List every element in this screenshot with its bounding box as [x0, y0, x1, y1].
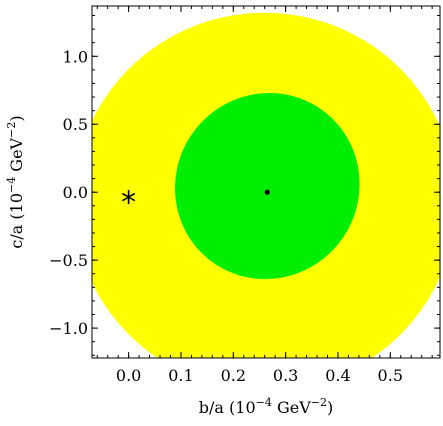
y-axis-label-unit: GeV — [7, 137, 26, 176]
x-tick-label: 0.4 — [325, 366, 350, 385]
y-tick-label: −1.0 — [49, 319, 88, 338]
region-inner — [175, 93, 360, 280]
x-axis-label-exp: −4 — [256, 396, 272, 409]
axis-ticks — [92, 6, 440, 358]
reference-asterisk: * — [121, 185, 136, 220]
y-tick-label: 0.5 — [63, 115, 88, 134]
y-axis-label-close: ) — [7, 115, 26, 121]
y-axis-label-base: c/a (10 — [7, 193, 26, 249]
y-tick-label: 1.0 — [63, 47, 88, 66]
y-tick-label: 0.0 — [63, 183, 88, 202]
confidence-regions — [92, 12, 440, 358]
x-axis-label-unit: GeV — [272, 398, 311, 417]
tick-labels: 0.0 0.1 0.2 0.3 0.4 0.5 1.0 0.5 0.0 −0.5 −1.0 — [49, 47, 403, 385]
y-axis-label-exp: −4 — [5, 177, 18, 193]
x-axis-label-base: b/a (10 — [199, 398, 256, 417]
y-tick-label: −0.5 — [49, 251, 88, 270]
x-axis-label-unit-exp: −2 — [311, 396, 327, 409]
x-axis-label: b/a (10−4 GeV−2) — [199, 396, 333, 417]
x-tick-label: 0.5 — [378, 366, 403, 385]
best-fit-dot — [264, 189, 270, 195]
x-tick-label: 0.1 — [168, 366, 193, 385]
y-axis-label: c/a (10−4 GeV−2) — [5, 115, 26, 248]
x-tick-label: 0.3 — [273, 366, 298, 385]
x-tick-label: 0.2 — [221, 366, 246, 385]
point-markers: * — [121, 185, 270, 220]
plot-frame — [91, 5, 441, 359]
x-axis-label-close: ) — [327, 398, 333, 417]
x-tick-label: 0.0 — [116, 366, 141, 385]
y-axis-label-unit-exp: −2 — [5, 122, 18, 138]
